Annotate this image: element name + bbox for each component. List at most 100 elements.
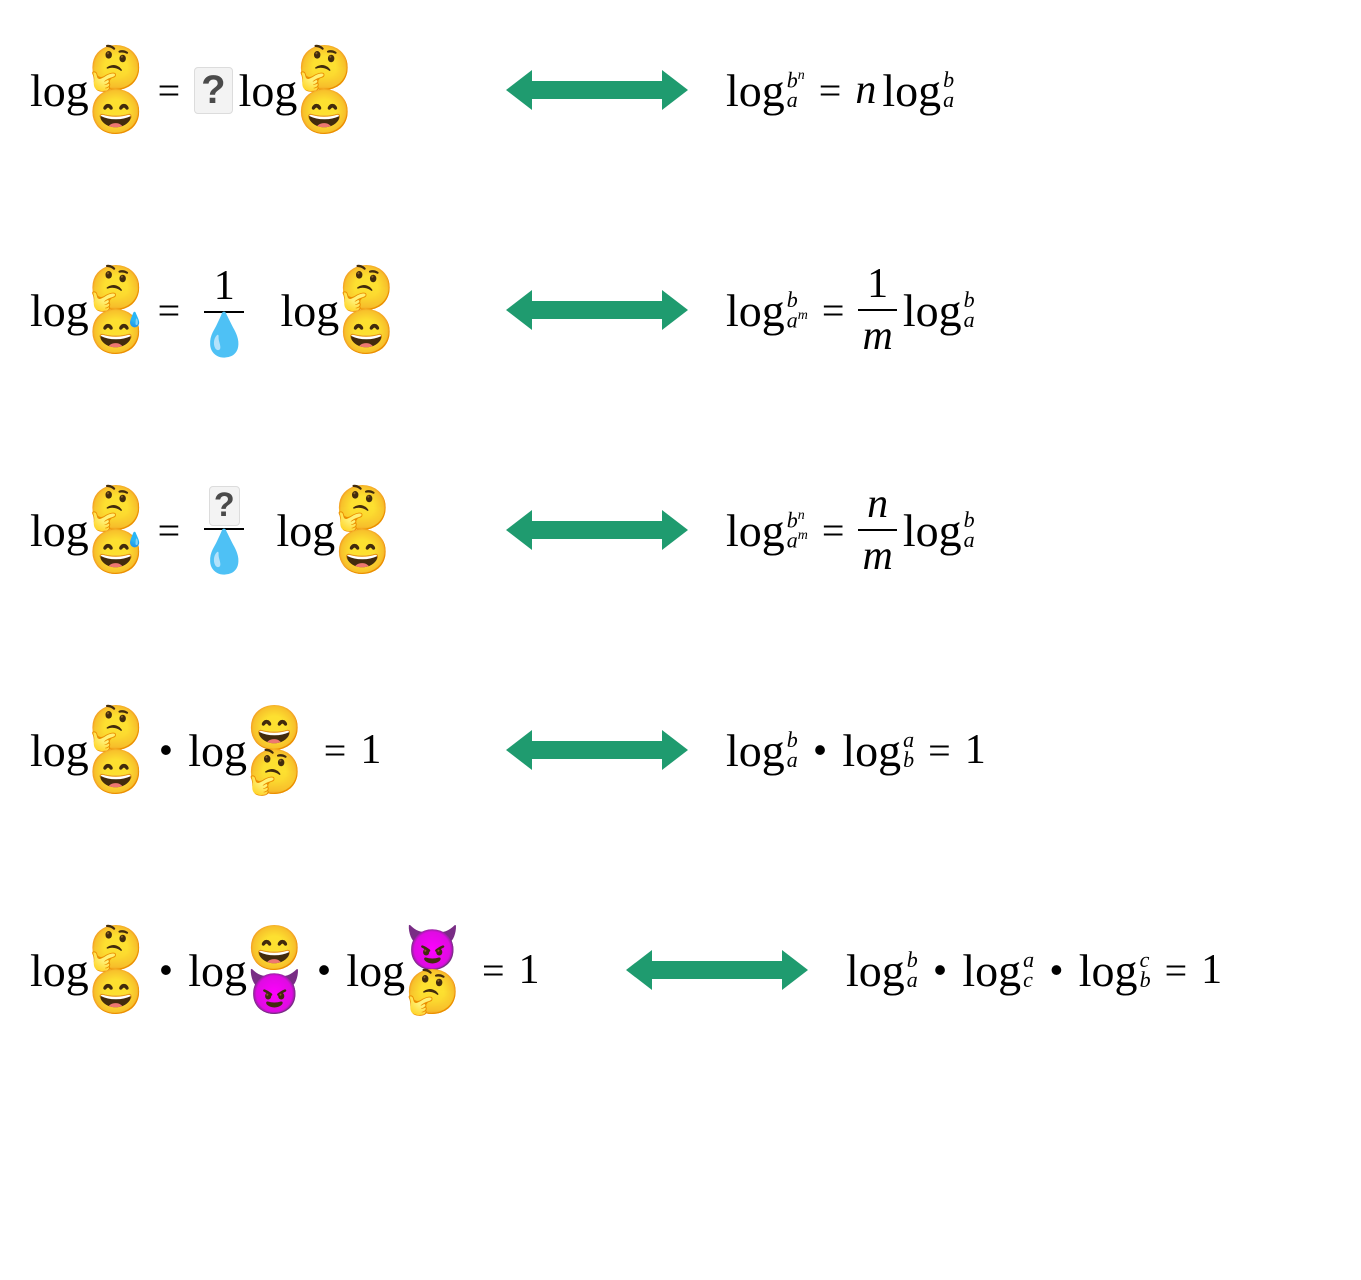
row-1-left: log 🤔 😄 = ? log 🤔 😄: [30, 46, 470, 134]
fraction-bar: [858, 309, 896, 311]
grin-icon: 😄: [339, 310, 394, 354]
fraction-numerator: 1: [863, 261, 892, 307]
log-cluster: log bn a: [726, 64, 805, 117]
thinking-icon: 🤔: [297, 46, 352, 90]
arrow-right-head: [662, 730, 688, 770]
emoji-stack: 🤔 😅: [89, 266, 144, 354]
log-cluster: log b am: [726, 284, 808, 337]
emoji-stack: 😄 😈: [247, 926, 302, 1014]
equals-sign: =: [150, 507, 189, 554]
row-1: log 🤔 😄 = ? log 🤔 😄 log bn a: [30, 30, 1331, 150]
grin-icon: 😄: [247, 706, 302, 750]
log-text: log: [1079, 944, 1138, 997]
log-cluster: log b a: [726, 724, 798, 777]
devil-icon: 😈: [405, 926, 460, 970]
log-text: log: [962, 944, 1021, 997]
sup-sub: b a: [907, 950, 918, 990]
equals-sign: =: [814, 287, 853, 334]
emoji-stack: 😄 🤔: [247, 706, 302, 794]
emoji-stack: 🤔 😄: [89, 926, 144, 1014]
sup-sub: b am: [787, 290, 808, 330]
log-text: log: [882, 64, 941, 117]
arrow-body: [652, 961, 782, 979]
row-4-right: log b a • log a b = 1: [726, 724, 1331, 777]
arrow-right-head: [662, 70, 688, 110]
arrow-left-head: [506, 70, 532, 110]
sup-sub: c b: [1140, 950, 1151, 990]
dot-operator: •: [150, 949, 183, 991]
log-text: log: [903, 284, 962, 337]
subscript: a: [787, 750, 798, 770]
drop-icon: 💧: [194, 532, 254, 574]
log-text: log: [726, 284, 785, 337]
thinking-icon: 🤔: [89, 926, 144, 970]
equals-sign: =: [150, 287, 189, 334]
fraction: 1 m: [858, 261, 896, 359]
row-5-left: log 🤔 😄 • log 😄 😈 • log 😈 🤔 =1: [30, 926, 590, 1014]
row-2-left: log 🤔 😅 = 1 💧 log 🤔 😄: [30, 263, 470, 357]
row-3-right: log bn am = n m log b a: [726, 481, 1331, 579]
grin-icon: 😄: [335, 530, 390, 574]
question-mark-icon: ?: [209, 486, 240, 525]
value-one: 1: [1201, 946, 1222, 994]
double-arrow-icon: [506, 510, 688, 550]
log-text: log: [239, 64, 298, 117]
fraction-denominator: m: [858, 533, 896, 579]
arrow-body: [532, 521, 662, 539]
log-cluster: log bn am: [726, 504, 808, 557]
row-5: log 🤔 😄 • log 😄 😈 • log 😈 🤔 =1: [30, 910, 1331, 1030]
sup-sub: bn a: [787, 70, 805, 110]
dot-operator: •: [150, 729, 183, 771]
equals-sign: =: [814, 507, 853, 554]
log-text: log: [280, 284, 339, 337]
grin-icon: 😄: [89, 970, 144, 1014]
double-arrow-icon: [506, 70, 688, 110]
emoji-stack: 🤔 😄: [335, 486, 390, 574]
thinking-icon: 🤔: [247, 750, 302, 794]
row-4: log 🤔 😄 • log 😄 🤔 =1 log b a: [30, 690, 1331, 810]
equals-sign: =: [811, 67, 850, 114]
log-cluster: log b a: [903, 284, 975, 337]
row-3: log 🤔 😅 = ? 💧 log 🤔 😄: [30, 470, 1331, 590]
double-arrow-icon: [506, 730, 688, 770]
subscript: c: [1023, 970, 1033, 990]
log-cluster: log b a: [882, 64, 954, 117]
arrow-left-head: [506, 290, 532, 330]
var-n: n: [855, 66, 876, 114]
emoji-stack: 🤔 😅: [89, 486, 144, 574]
grin-sweat-icon: 😅: [89, 310, 144, 354]
arrow-left-head: [506, 730, 532, 770]
devil-icon: 😈: [247, 970, 302, 1014]
equals-sign: =: [1157, 947, 1196, 994]
grin-sweat-icon: 😅: [89, 530, 144, 574]
arrow-right-head: [782, 950, 808, 990]
formula-rows: log 🤔 😄 = ? log 🤔 😄 log bn a: [30, 30, 1331, 1030]
grin-icon: 😄: [89, 750, 144, 794]
arrow-right-head: [662, 510, 688, 550]
log-text: log: [188, 724, 247, 777]
thinking-icon: 🤔: [405, 970, 460, 1014]
row-2-right: log b am = 1 m log b a: [726, 261, 1331, 359]
double-arrow-icon: [626, 950, 808, 990]
grin-icon: 😄: [297, 90, 352, 134]
row-1-right: log bn a = n log b a: [726, 64, 1331, 117]
log-text: log: [30, 284, 89, 337]
sup-sub: bn am: [787, 510, 808, 550]
row-5-right: log b a • log a c • log c b: [846, 944, 1331, 997]
double-arrow-icon: [506, 290, 688, 330]
arrow-body: [532, 301, 662, 319]
row-2: log 🤔 😅 = 1 💧 log 🤔 😄: [30, 250, 1331, 370]
fraction-numerator: 1: [210, 263, 239, 309]
subscript: a: [787, 90, 798, 110]
thinking-q-icon: 🤔: [89, 46, 144, 90]
subscript: b: [903, 750, 914, 770]
sup-sub: b a: [943, 70, 954, 110]
emoji-stack: 🤔 😄: [297, 46, 352, 134]
equals-sign: =: [150, 67, 189, 114]
thinking-icon: 🤔: [89, 266, 144, 310]
log-text: log: [846, 944, 905, 997]
arrow-body: [532, 741, 662, 759]
log-text: log: [30, 724, 89, 777]
log-text: log: [30, 944, 89, 997]
sup-sub: a c: [1023, 950, 1034, 990]
